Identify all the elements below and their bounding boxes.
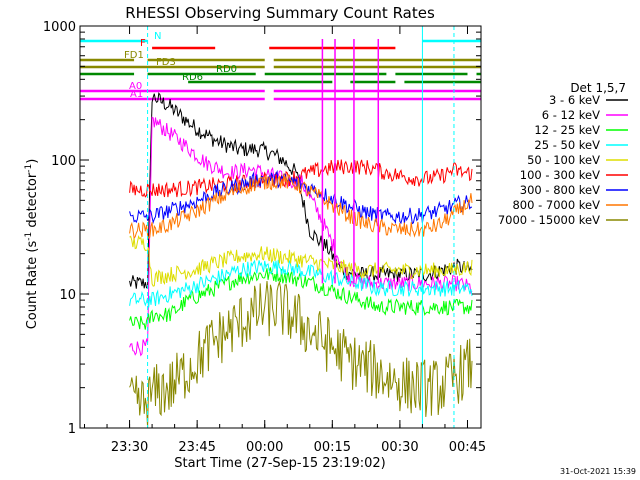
x-tick-label-5: 00:45: [449, 440, 486, 455]
y-label-sup1: -1: [24, 232, 34, 241]
plot-frame: [79, 25, 482, 429]
y-tick-label-1: 10: [59, 288, 76, 303]
y-label-part1: Count Rate (s: [25, 241, 40, 330]
legend-label-6-12-kev: 6 - 12 keV: [542, 108, 600, 122]
series-line-7000-15000-kev: [129, 280, 473, 428]
series-line-800-7000-kev: [129, 173, 473, 240]
series-layer: [129, 38, 473, 428]
series-line-50-100-kev: [129, 234, 473, 287]
legend-label-300-800-kev: 300 - 800 keV: [520, 183, 600, 197]
flag-label-rd6: RD6: [182, 72, 203, 83]
x-axis-label: Start Time (27-Sep-15 23:19:02): [174, 456, 385, 471]
date-stamp: 31-Oct-2021 15:39: [560, 467, 636, 476]
legend-title: Det 1,5,7: [570, 81, 626, 95]
flag-label-a0: A0: [129, 81, 142, 92]
x-tick-label-3: 00:15: [314, 440, 351, 455]
legend-label-12-25-kev: 12 - 25 keV: [534, 123, 600, 137]
legend-label-800-7000-kev: 800 - 7000 keV: [512, 198, 600, 212]
flag-label-a1: A1: [130, 89, 143, 100]
axes: 23:30 23:45 00:00 00:15 00:30 00:45 1 10 100 1000: [43, 20, 486, 455]
y-label-sup2: -1: [24, 164, 34, 173]
legend-label-25-50-kev: 25 - 50 keV: [534, 138, 600, 152]
y-label-part2: detector: [25, 172, 40, 232]
flag-label-rd0: RD0: [216, 64, 237, 75]
flag-label-fd3: FD3: [156, 57, 176, 68]
flag-label-n: N: [154, 31, 161, 42]
series-line-100-300-kev: [129, 159, 473, 198]
x-tick-label-0: 23:30: [111, 440, 148, 455]
series-line-25-50-kev: [129, 259, 473, 308]
series-line-300-800-kev: [129, 169, 473, 225]
chart-title: RHESSI Observing Summary Count Rates: [125, 4, 435, 22]
x-tick-label-2: 00:00: [246, 440, 283, 455]
y-axis-label: Count Rate (s-1 detector-1): [24, 159, 40, 330]
flag-label-f: F: [140, 38, 146, 49]
x-tick-label-4: 00:30: [381, 440, 418, 455]
legend-label-7000-15000-kev: 7000 - 15000 keV: [498, 213, 600, 227]
x-tick-label-1: 23:45: [178, 440, 215, 455]
series-line-6-12-kev: [129, 116, 473, 357]
y-tick-label-0: 1: [68, 422, 76, 437]
legend-label-3-6-kev: 3 - 6 keV: [549, 93, 600, 107]
legend-label-100-300-kev: 100 - 300 keV: [520, 168, 600, 182]
y-label-part3: ): [25, 159, 40, 164]
legend-label-50-100-kev: 50 - 100 keV: [527, 153, 600, 167]
y-tick-label-2: 100: [51, 154, 76, 169]
flag-label-fd1: FD1: [124, 50, 144, 61]
y-tick-label-3: 1000: [43, 20, 76, 35]
attenuator-lines: [147, 26, 455, 428]
